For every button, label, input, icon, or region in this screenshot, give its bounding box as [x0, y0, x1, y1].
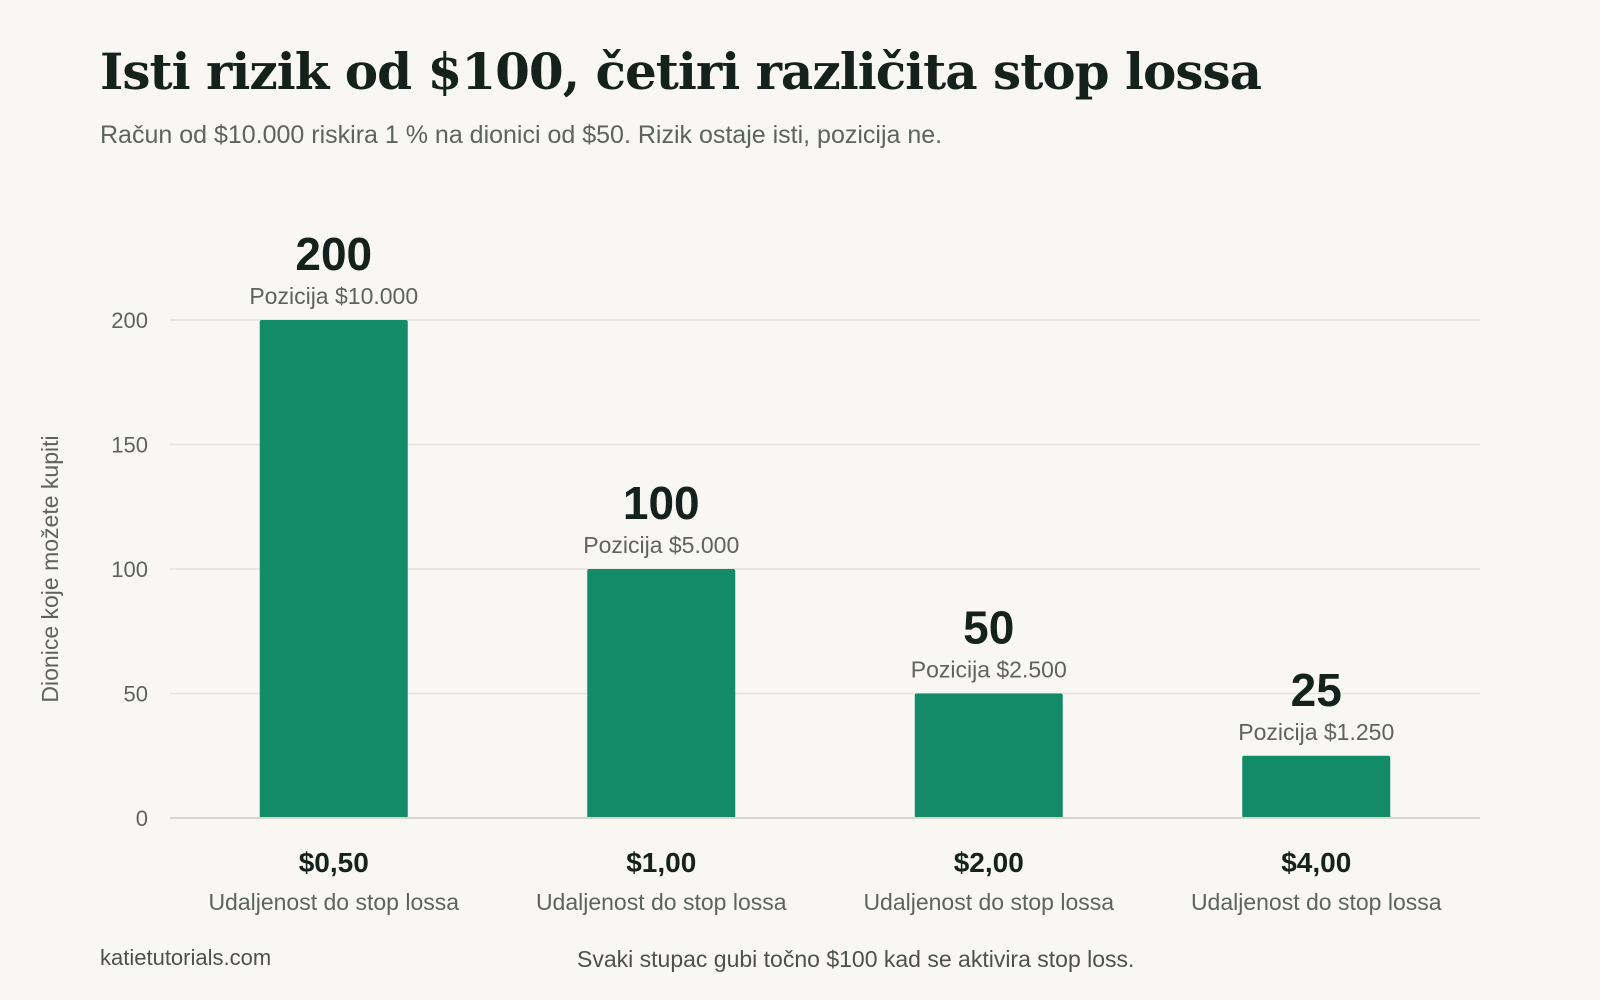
footer-source: katietutorials.com — [100, 945, 272, 970]
bar-position-label: Pozicija $10.000 — [249, 283, 418, 309]
y-tick-label: 0 — [136, 806, 148, 831]
bar — [259, 320, 408, 818]
x-tick-sublabel: Udaljenost do stop lossa — [536, 889, 787, 915]
footer-note: Svaki stupac gubi točno $100 kad se akti… — [577, 946, 1135, 972]
x-tick-label: $4,00 — [1281, 847, 1351, 878]
y-axis-label: Dionice koje možete kupiti — [37, 435, 63, 702]
x-tick-sublabel: Udaljenost do stop lossa — [863, 889, 1114, 915]
bar-value-label: 50 — [963, 602, 1014, 654]
bar-value-label: 25 — [1291, 664, 1342, 716]
x-tick-sublabel: Udaljenost do stop lossa — [1191, 889, 1442, 915]
y-tick-label: 200 — [111, 308, 148, 333]
bar-chart: 0 50 100 150 200 Dionice koje možete kupiti 20… — [37, 228, 1480, 915]
chart-title: Isti rizik od $100, četiri različita sto… — [100, 42, 1262, 101]
bar — [587, 569, 736, 818]
bar-value-label: 200 — [295, 228, 372, 280]
bar-position-label: Pozicija $1.250 — [1238, 719, 1394, 745]
chart-subtitle: Račun od $10.000 riskira 1 % na dionici … — [100, 121, 943, 149]
x-tick-label: $0,50 — [299, 847, 369, 878]
bar-position-label: Pozicija $2.500 — [911, 657, 1067, 683]
x-tick-label: $1,00 — [626, 847, 696, 878]
bar-value-label: 100 — [623, 477, 700, 529]
y-tick-label: 150 — [111, 433, 148, 458]
bar — [1242, 755, 1391, 818]
bar — [914, 693, 1063, 818]
bar-position-label: Pozicija $5.000 — [583, 532, 739, 558]
y-tick-label: 100 — [111, 557, 148, 582]
x-tick-sublabel: Udaljenost do stop lossa — [208, 889, 459, 915]
x-tick-label: $2,00 — [954, 847, 1024, 878]
y-tick-label: 50 — [124, 682, 148, 707]
